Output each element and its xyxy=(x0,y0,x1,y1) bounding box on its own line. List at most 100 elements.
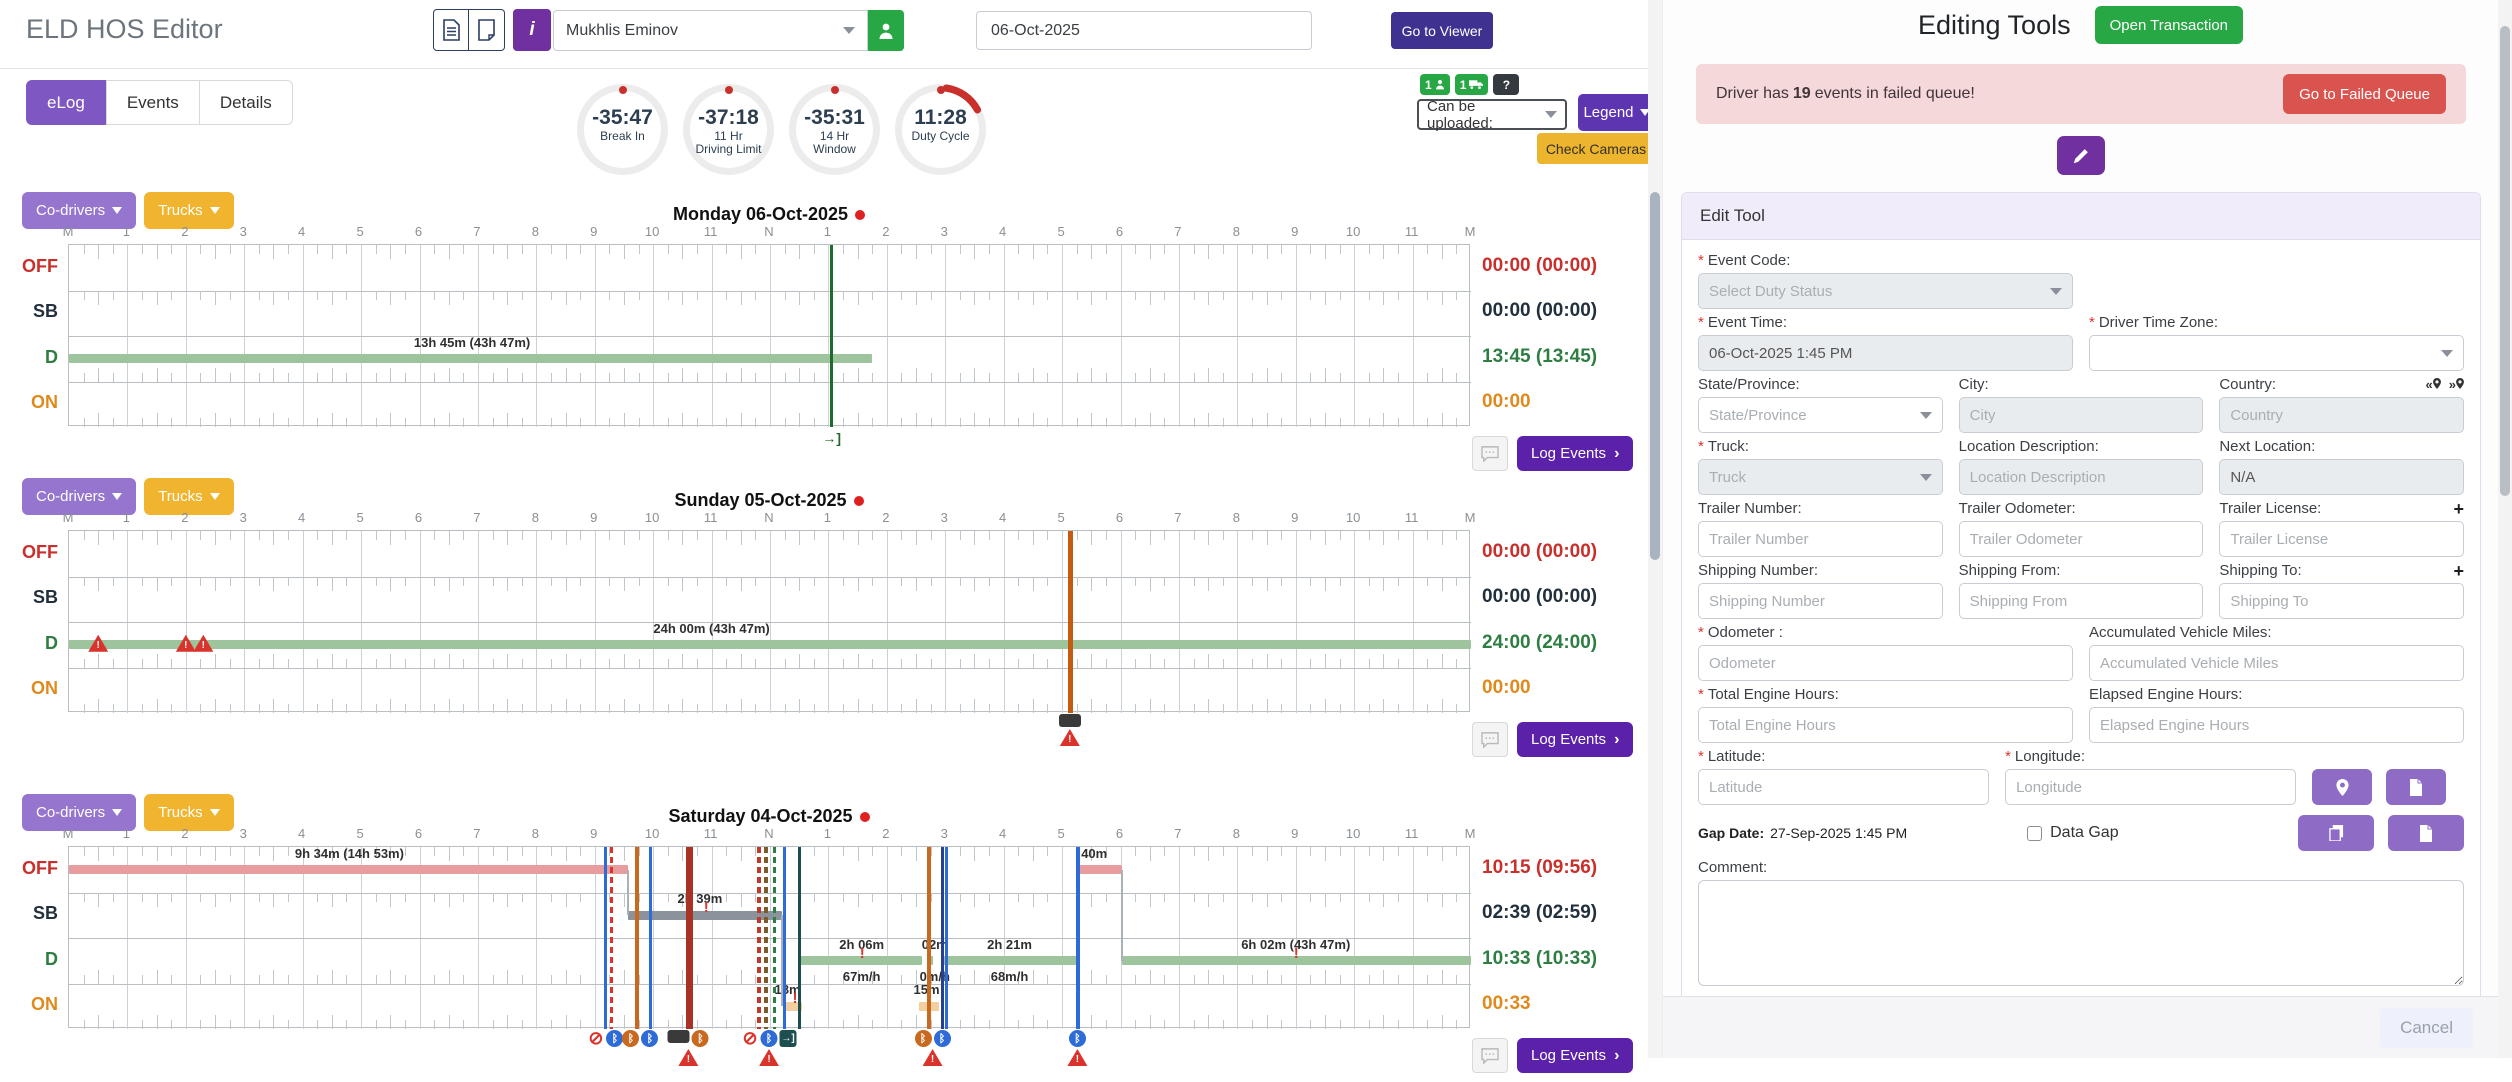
date-input[interactable] xyxy=(976,11,1312,50)
bt-blue-marker-icon[interactable]: ᛒ xyxy=(606,1030,624,1047)
duty-segment-d[interactable] xyxy=(69,354,873,364)
duty-segment-d[interactable] xyxy=(1121,956,1471,966)
bt-blue-marker-icon[interactable]: ᛒ xyxy=(933,1030,951,1047)
event-line[interactable] xyxy=(797,847,801,1029)
prev-location-pin-icon[interactable]: « xyxy=(2426,377,2441,392)
accumulated-vehicle-miles-input[interactable] xyxy=(2089,645,2464,681)
violation-exclaim-icon[interactable]: ! xyxy=(859,944,865,962)
location-description-input[interactable] xyxy=(1958,459,2204,495)
duty-segment-on[interactable] xyxy=(784,1001,803,1011)
enter-dark-marker-icon[interactable]: →] xyxy=(779,1030,797,1047)
event-line[interactable] xyxy=(773,847,777,1029)
latitude-input[interactable] xyxy=(1698,769,1990,805)
driver-select[interactable]: Mukhlis Eminov xyxy=(553,10,868,51)
event-line[interactable] xyxy=(685,847,693,1029)
data-gap-checkbox[interactable] xyxy=(2027,825,2043,841)
duty-segment-sb[interactable] xyxy=(628,910,782,920)
edit-pencil-button[interactable] xyxy=(2056,136,2105,175)
event-line[interactable] xyxy=(757,847,762,1029)
event-code-select[interactable]: Select Duty Status xyxy=(1698,273,2073,309)
violation-exclaim-icon[interactable]: ! xyxy=(792,990,798,1008)
city-input[interactable] xyxy=(1958,397,2204,433)
log-events-button[interactable]: Log Events › xyxy=(1517,436,1634,471)
duty-segment-off[interactable] xyxy=(69,865,629,875)
tab-details[interactable]: Details xyxy=(199,80,293,125)
driver-upload-badge[interactable]: 1 xyxy=(1420,74,1450,95)
duty-segment-d[interactable] xyxy=(799,956,922,966)
event-marker-group[interactable]: ᛒ! xyxy=(667,1030,709,1066)
shipping-number-input[interactable] xyxy=(1698,583,1943,619)
use-map-location-button[interactable] xyxy=(2312,769,2373,805)
right-scrollbar[interactable] xyxy=(2498,0,2512,1058)
trailer-number-input[interactable] xyxy=(1698,521,1943,557)
event-marker-group[interactable]: ᛒ! xyxy=(1067,1030,1088,1066)
violation-exclaim-icon[interactable]: ! xyxy=(703,899,709,917)
log-events-button[interactable]: Log Events › xyxy=(1517,1038,1634,1073)
comment-icon-button[interactable] xyxy=(1472,436,1508,471)
event-line[interactable] xyxy=(609,847,613,1029)
paste-event-button[interactable] xyxy=(2388,815,2464,851)
violation-exclaim-icon[interactable]: ! xyxy=(1293,944,1299,962)
help-badge[interactable]: ? xyxy=(1493,74,1520,95)
shipping-to-input[interactable] xyxy=(2219,583,2465,619)
tab-elog[interactable]: eLog xyxy=(26,80,106,125)
co-drivers-dropdown[interactable]: Co-drivers xyxy=(22,478,137,515)
state-select[interactable]: State/Province xyxy=(1698,397,1943,433)
longitude-input[interactable] xyxy=(2005,769,2297,805)
login-event-icon[interactable]: →] xyxy=(822,430,841,446)
event-time-input[interactable] xyxy=(1698,335,2073,371)
dark-chip-marker-icon[interactable] xyxy=(667,1030,690,1043)
left-scrollbar[interactable] xyxy=(1648,0,1662,1058)
trucks-dropdown[interactable]: Trucks xyxy=(144,192,234,229)
dark-chip-marker-icon[interactable] xyxy=(1058,714,1081,727)
info-button[interactable]: i xyxy=(513,9,551,51)
duty-grid[interactable]: 24h 00m (43h 47m)!!! xyxy=(68,530,1471,713)
duty-segment-d[interactable] xyxy=(69,640,1471,650)
trailer-license-input[interactable] xyxy=(2219,521,2465,557)
add-trailer-button[interactable]: + xyxy=(2453,498,2465,519)
driver-user-button[interactable] xyxy=(868,10,904,51)
event-line[interactable] xyxy=(944,847,948,1029)
event-line[interactable] xyxy=(926,847,931,1029)
truck-upload-badge[interactable]: 1 xyxy=(1454,74,1489,95)
bt-orange-marker-icon[interactable]: ᛒ xyxy=(914,1030,932,1047)
comment-icon-button[interactable] xyxy=(1472,1038,1508,1073)
copy-event-button[interactable] xyxy=(2298,815,2374,851)
odometer-input[interactable] xyxy=(1698,645,2073,681)
trucks-dropdown[interactable]: Trucks xyxy=(144,794,234,831)
shipping-from-input[interactable] xyxy=(1958,583,2204,619)
bt-blue-marker-icon[interactable]: ᛒ xyxy=(641,1030,659,1047)
event-line[interactable] xyxy=(940,847,944,1029)
event-marker-group[interactable]: ! xyxy=(1058,714,1081,746)
event-line[interactable] xyxy=(829,245,833,427)
duty-grid[interactable]: 13h 45m (43h 47m) xyxy=(68,244,1471,427)
bt-orange-marker-icon[interactable]: ᛒ xyxy=(622,1030,640,1047)
open-transaction-button[interactable]: Open Transaction xyxy=(2094,6,2243,44)
duty-segment-off[interactable] xyxy=(1079,865,1122,875)
legend-button[interactable]: Legend xyxy=(1578,94,1655,131)
ban-red-marker-icon[interactable]: ⊘ xyxy=(588,1028,604,1048)
document-blank-icon-button[interactable] xyxy=(469,9,505,51)
document-lines-icon-button[interactable] xyxy=(433,9,469,51)
truck-select[interactable]: Truck xyxy=(1698,459,1943,495)
comment-icon-button[interactable] xyxy=(1472,722,1508,757)
elapsed-engine-hours-input[interactable] xyxy=(2089,707,2464,743)
cancel-button[interactable]: Cancel xyxy=(2380,1007,2473,1048)
comment-textarea[interactable] xyxy=(1698,880,2464,986)
bt-orange-marker-icon[interactable]: ᛒ xyxy=(691,1030,709,1047)
upload-filter-select[interactable]: Can be uploaded: xyxy=(1417,98,1567,132)
driver-timezone-select[interactable] xyxy=(2089,335,2464,371)
duty-segment-d[interactable] xyxy=(930,956,933,966)
country-input[interactable] xyxy=(2219,397,2465,433)
duty-segment-d[interactable] xyxy=(942,956,1080,966)
next-location-input[interactable] xyxy=(2219,459,2465,495)
event-line[interactable] xyxy=(648,847,652,1029)
ban-red-marker-icon[interactable]: ⊘ xyxy=(742,1028,758,1048)
event-line[interactable] xyxy=(783,847,787,1029)
trailer-odometer-input[interactable] xyxy=(1958,521,2204,557)
log-events-button[interactable]: Log Events › xyxy=(1517,722,1634,757)
trucks-dropdown[interactable]: Trucks xyxy=(144,478,234,515)
go-to-viewer-button[interactable]: Go to Viewer xyxy=(1391,12,1493,49)
event-marker-group[interactable]: ⊘ ᛒ xyxy=(587,1028,624,1048)
paste-coordinates-button[interactable] xyxy=(2386,769,2447,805)
